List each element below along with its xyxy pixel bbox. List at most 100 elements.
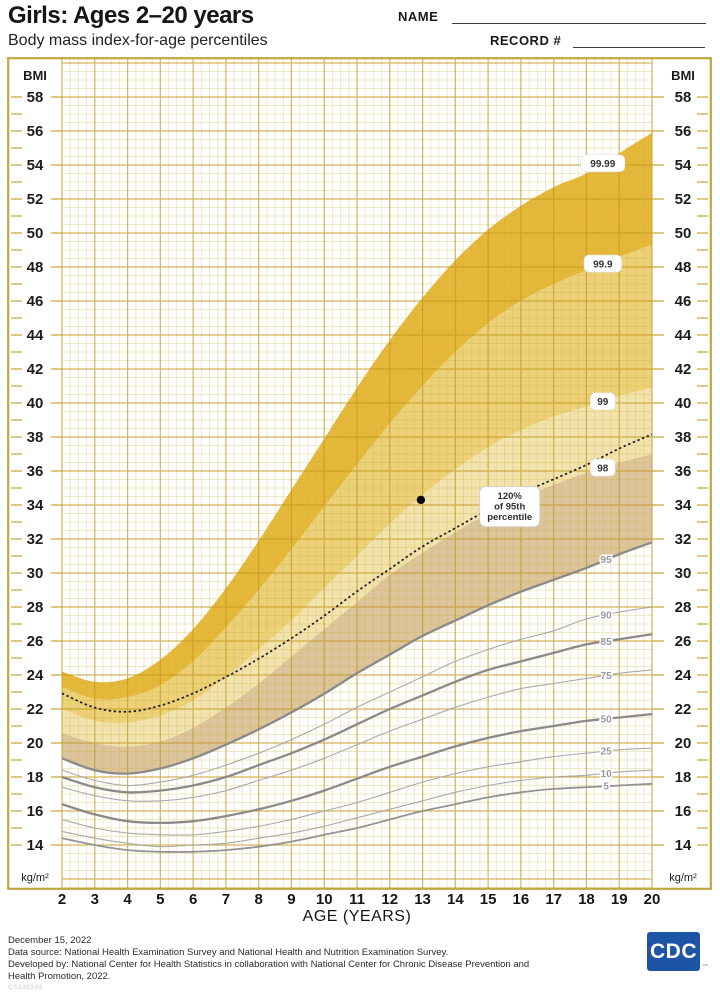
bmi-tick-label: 48: [675, 259, 692, 276]
curve-label-10: 10: [601, 769, 613, 780]
percentile-label-box: [590, 458, 616, 477]
name-input-line[interactable]: [452, 8, 706, 24]
curve-label-5: 5: [603, 782, 609, 793]
percentile-curve-50: [62, 712, 652, 825]
percentile-curve-10: [62, 769, 652, 848]
footer-developed-by-cont: Health Promotion, 2022.: [8, 971, 111, 982]
chart-border: [7, 57, 712, 890]
bmi-tick-label: 54: [27, 157, 44, 174]
bmi-tick-label: 18: [27, 769, 44, 786]
callout-120pct-line: 120%: [498, 491, 523, 502]
percentile-label-box: [590, 392, 616, 411]
curve-label-90: 90: [601, 610, 613, 621]
percentile-label-99.99: 99.99: [590, 159, 615, 170]
percentile-curve-90: [62, 606, 652, 787]
footer-developed-by: Developed by: National Center for Health…: [8, 959, 530, 970]
curve-label-75: 75: [601, 671, 613, 682]
curve-label-85: 85: [601, 637, 613, 648]
bmi-tick-label: 24: [27, 667, 44, 684]
callout-120pct-box: [479, 486, 541, 528]
percentile-label-99.9: 99.9: [593, 259, 613, 270]
axis-ticks: [11, 96, 708, 846]
age-tick-label: 5: [156, 891, 165, 908]
bmi-tick-label: 32: [27, 531, 44, 548]
bmi-tick-label: 30: [27, 565, 44, 582]
bmi-tick-label: 34: [27, 497, 44, 514]
age-tick-label: 18: [578, 891, 595, 908]
bmi-tick-label: 56: [27, 123, 44, 140]
bmi-tick-label: 22: [675, 701, 692, 718]
age-tick-label: 4: [123, 891, 132, 908]
age-tick-label: 13: [414, 891, 431, 908]
age-tick-label: 19: [610, 891, 628, 908]
bmi-percentile-chart: 14 14 16 16 18 18 20 20 22 22 24 24 26 26 28 28 30 30 32 32…: [7, 57, 712, 890]
bmi-tick-label: 16: [675, 803, 692, 820]
age-tick-label: 7: [221, 891, 231, 908]
bmi-tick-label: 18: [675, 769, 692, 786]
curve-label-50: 50: [601, 714, 613, 725]
age-tick-label: 8: [254, 891, 263, 908]
cdc-logo-text: CDC: [650, 939, 697, 963]
bmi-tick-label: 34: [675, 497, 692, 514]
document-code: CS330334: [8, 984, 43, 991]
age-tick-label: 14: [446, 891, 464, 908]
bmi-tick-label: 24: [675, 667, 692, 684]
percentile-curve-75: [62, 669, 652, 802]
callout-120pct-line: of 95th: [494, 502, 525, 513]
cdc-trademark: ™: [702, 964, 708, 970]
age-tick-label: 15: [479, 891, 497, 908]
percentile-curve-5: [62, 782, 652, 853]
curve-120pct-of-95th: [62, 433, 652, 713]
bmi-tick-label: 58: [27, 89, 44, 106]
age-tick-label: 12: [381, 891, 399, 908]
cdc-logo: CDC: [647, 932, 700, 971]
percentile-label-98: 98: [597, 463, 609, 474]
page-title: Girls: Ages 2–20 years: [8, 2, 254, 29]
age-tick-label: 2: [57, 891, 67, 908]
bmi-tick-label: 28: [27, 599, 44, 616]
footer-data-source: Data source: National Health Examination…: [8, 947, 449, 958]
age-tick-label: 9: [287, 891, 296, 908]
bmi-unit-label-left: kg/m²: [21, 872, 49, 884]
bmi-tick-label: 56: [675, 123, 692, 140]
page-subtitle: Body mass index-for-age percentiles: [8, 32, 268, 49]
bmi-tick-label: 48: [27, 259, 44, 276]
bmi-axis-label-left: BMI: [23, 68, 47, 83]
bmi-tick-label: 52: [675, 191, 692, 208]
bmi-tick-label: 50: [27, 225, 44, 242]
bmi-tick-label: 40: [27, 395, 44, 412]
bmi-tick-label: 44: [27, 327, 44, 344]
grid-major: [61, 59, 653, 888]
bmi-tick-label: 58: [675, 89, 692, 106]
curve-label-25: 25: [601, 747, 613, 758]
bmi-tick-label: 20: [675, 735, 692, 752]
bmi-tick-label: 14: [27, 837, 44, 854]
bmi-tick-label: 22: [27, 701, 44, 718]
age-tick-label: 10: [315, 891, 333, 908]
bmi-tick-label: 32: [675, 531, 692, 548]
bmi-tick-label: 26: [675, 633, 692, 650]
bmi-tick-label: 42: [675, 361, 692, 378]
footer-date: December 15, 2022: [8, 935, 92, 946]
bmi-tick-label: 28: [675, 599, 692, 616]
footer-notes: December 15, 2022 Data source: National …: [8, 935, 568, 983]
bmi-tick-label: 30: [675, 565, 692, 582]
record-input-line[interactable]: [573, 32, 705, 48]
bmi-tick-label: 20: [27, 735, 44, 752]
bmi-tick-label: 46: [675, 293, 692, 310]
bmi-axis-label-right: BMI: [671, 68, 695, 83]
age-tick-label: 20: [643, 891, 661, 908]
bmi-tick-label: 52: [27, 191, 44, 208]
record-label: RECORD #: [490, 33, 562, 48]
bmi-tick-label: 16: [27, 803, 44, 820]
bmi-tick-label: 44: [675, 327, 692, 344]
callout-120pct-line: percentile: [487, 512, 532, 523]
bmi-tick-label: 42: [27, 361, 44, 378]
plotted-data-point: [416, 495, 426, 505]
curve-label-95: 95: [601, 555, 613, 566]
bmi-tick-label: 14: [675, 837, 692, 854]
age-tick-label: 17: [545, 891, 562, 908]
bmi-tick-label: 54: [675, 157, 692, 174]
bmi-tick-label: 38: [27, 429, 44, 446]
